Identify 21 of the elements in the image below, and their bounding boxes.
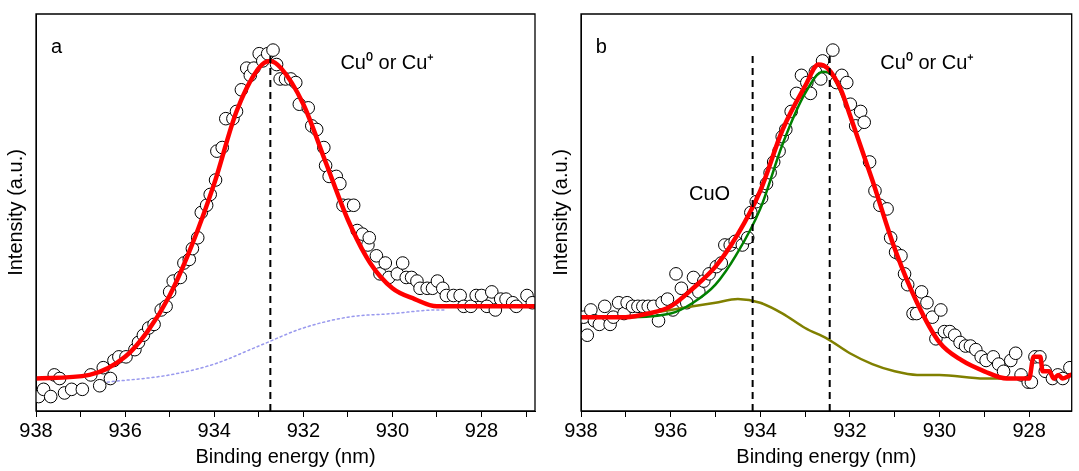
annotation: Cu⁰ or Cu⁺	[880, 51, 975, 74]
x-tick-label: 932	[833, 418, 867, 441]
x-axis-title: Binding energy (nm)	[195, 444, 376, 467]
x-tick-label: 928	[464, 418, 499, 441]
x-tick-label: 928	[1012, 418, 1046, 441]
x-tick-label: 934	[197, 418, 231, 441]
x-tick-label: 936	[108, 418, 142, 441]
x-axis-title: Binding energy (nm)	[736, 444, 917, 467]
x-tick-label: 938	[564, 418, 598, 441]
x-tick-label: 930	[375, 418, 410, 441]
y-axis-title: Intensity (a.u.)	[548, 149, 571, 276]
x-tick-label: 938	[19, 418, 53, 441]
annotation: Cu⁰ or Cu⁺	[340, 51, 435, 74]
x-tick-label: 934	[743, 418, 777, 441]
y-axis-title: Intensity (a.u.)	[3, 149, 26, 276]
annotation: b	[595, 35, 607, 58]
annotation: a	[50, 35, 63, 58]
x-tick-label: 936	[653, 418, 688, 441]
x-tick-label: 930	[922, 418, 957, 441]
annotation: CuO	[688, 182, 731, 205]
x-tick-label: 932	[286, 418, 321, 441]
